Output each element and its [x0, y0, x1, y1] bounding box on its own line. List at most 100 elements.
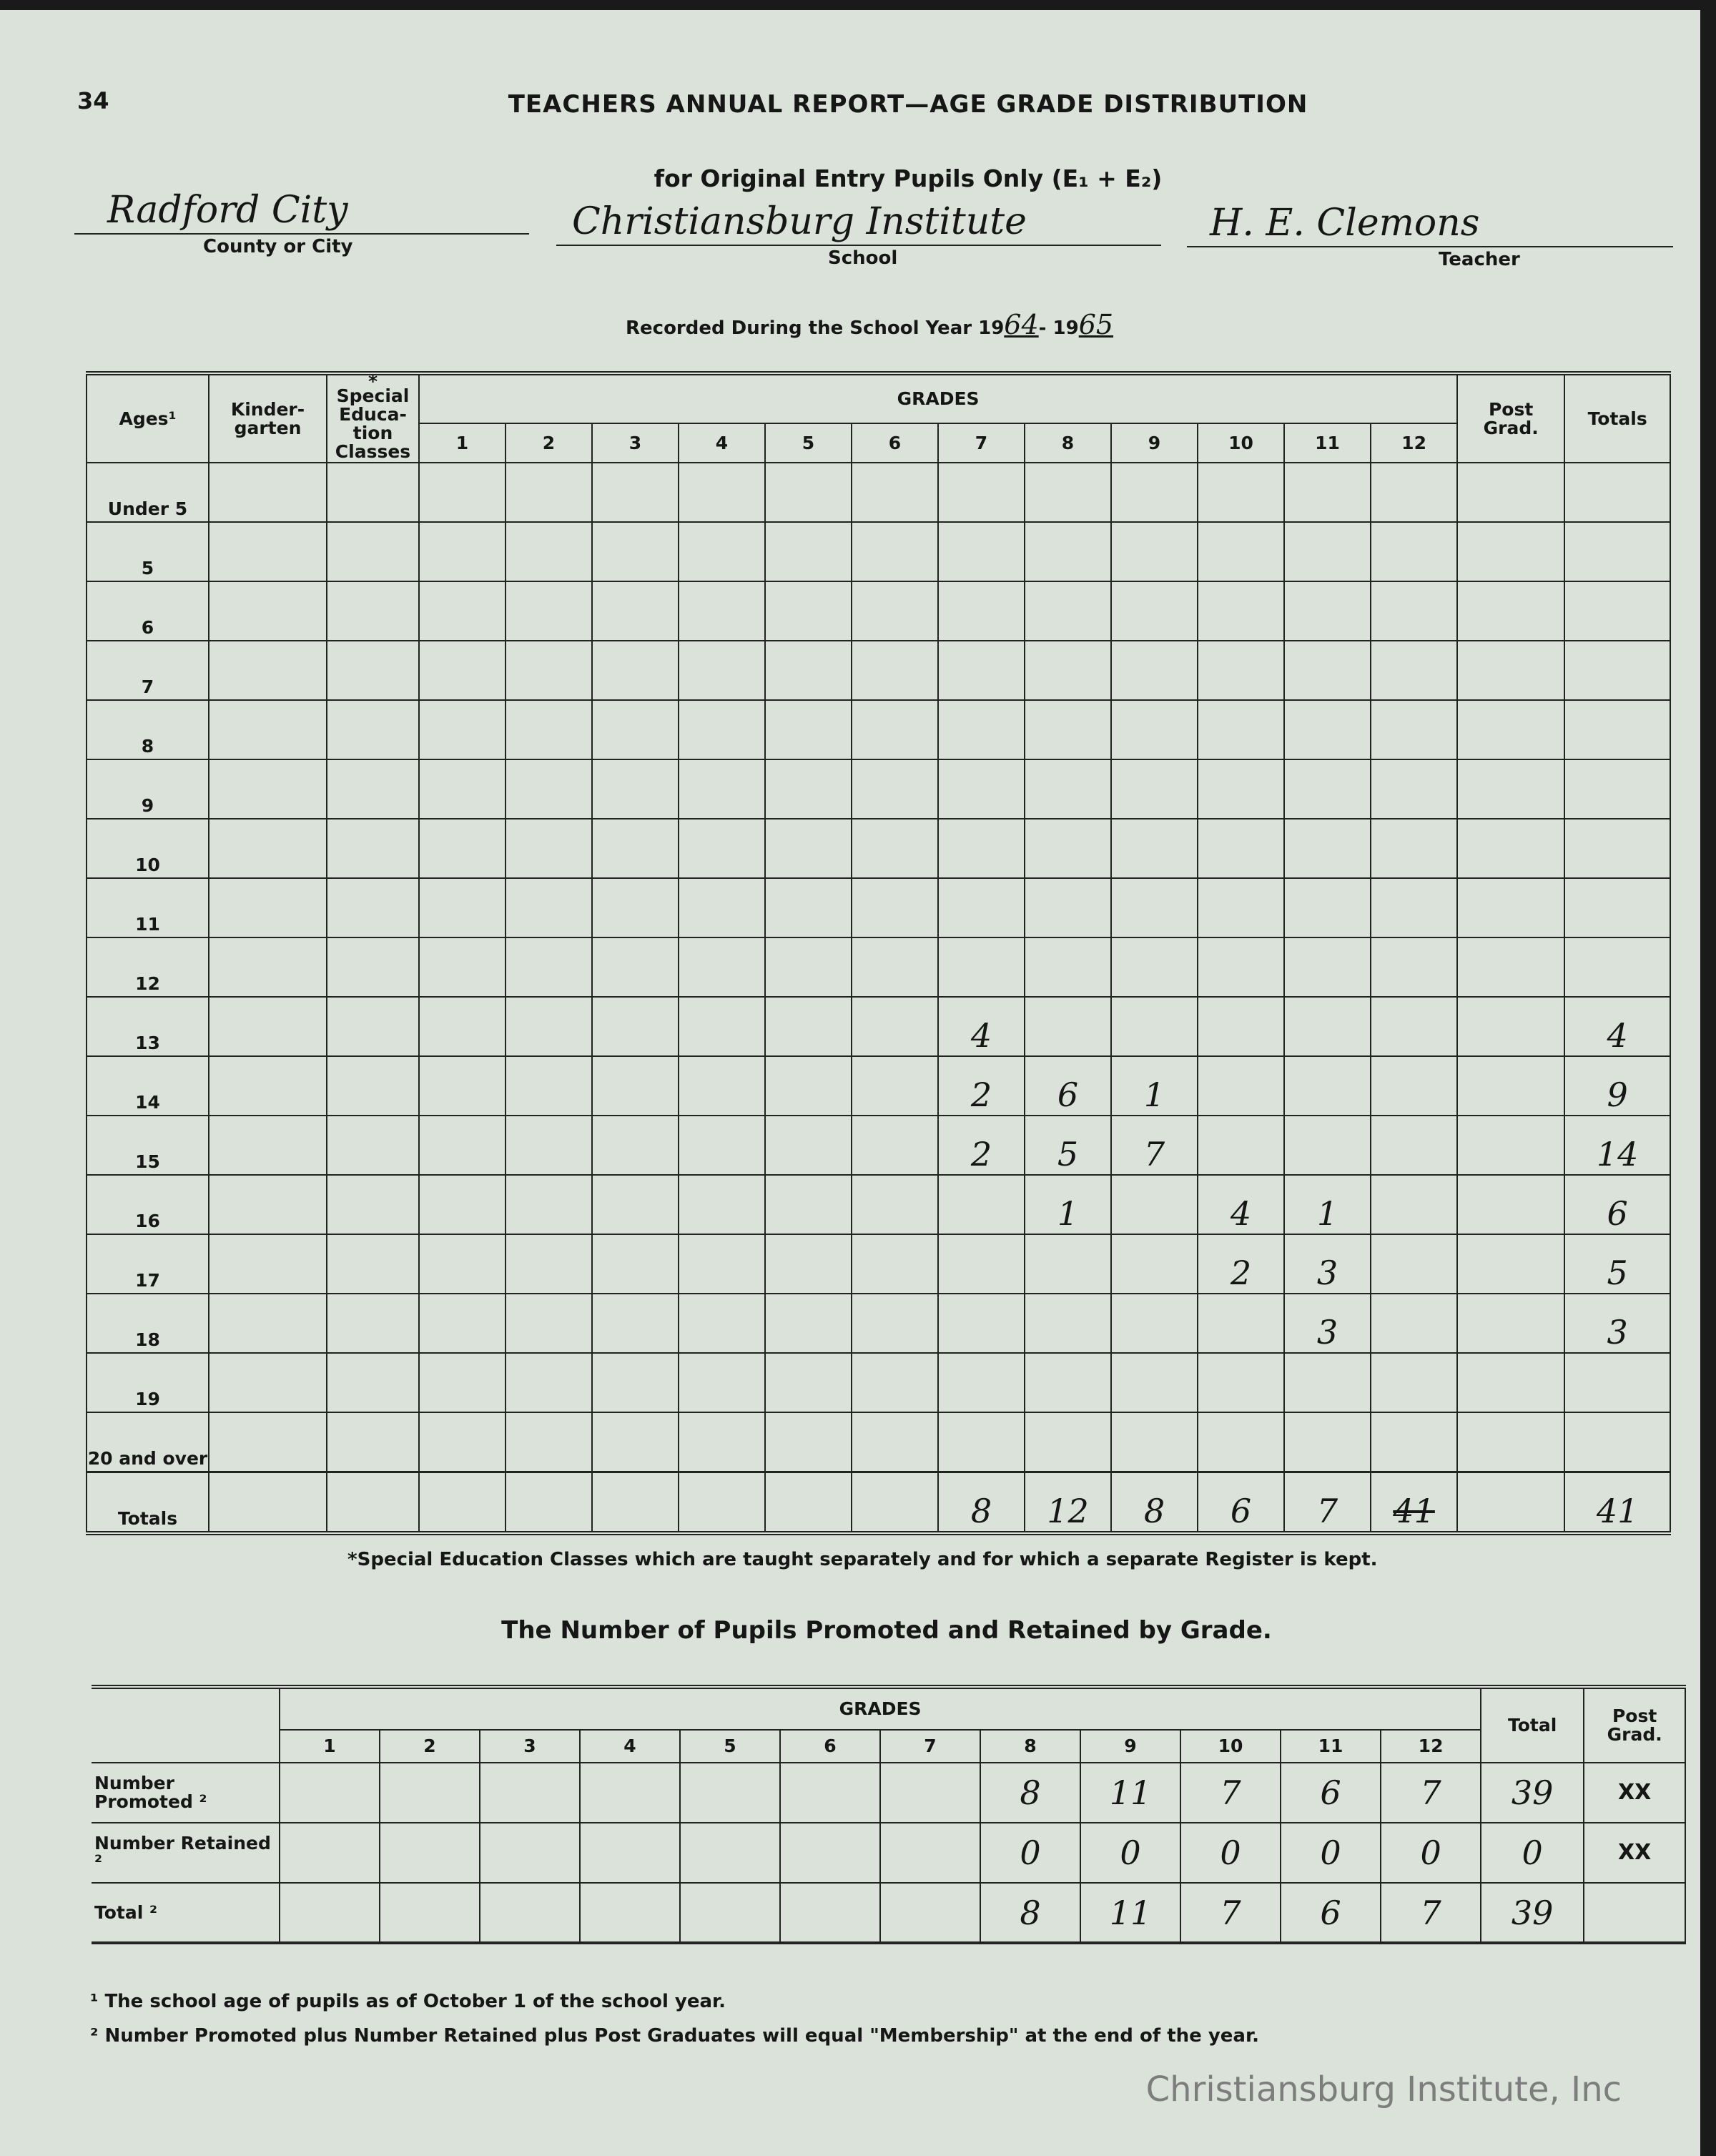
row-label: Number Promoted ²	[92, 1762, 280, 1823]
age-row: 14 2 6 1 9	[86, 1055, 1672, 1116]
count-cell	[418, 1055, 506, 1116]
count-cell	[851, 462, 939, 523]
count-cell	[1110, 699, 1198, 760]
count-cell	[505, 1174, 593, 1235]
count-cell	[208, 818, 327, 879]
count-cell	[418, 996, 506, 1057]
count-cell: 6	[1564, 1174, 1672, 1235]
count-cell	[1283, 818, 1371, 879]
count-cell	[505, 877, 593, 938]
count-cell	[678, 818, 766, 879]
county-label: County or City	[203, 236, 353, 257]
count-cell	[678, 1470, 766, 1534]
age-label: Totals	[86, 1470, 209, 1534]
count-cell	[937, 1174, 1025, 1235]
count-cell	[1456, 1115, 1566, 1176]
count-cell	[678, 462, 766, 523]
count-cell	[1369, 1115, 1459, 1176]
count-cell	[1110, 1234, 1198, 1294]
blank-header	[92, 1686, 280, 1763]
school-value: Christiansburg Institute	[572, 200, 1027, 243]
age-label: 9	[86, 759, 209, 819]
count-cell	[764, 699, 852, 760]
special-mark: *	[368, 373, 378, 392]
count-cell	[764, 521, 852, 582]
count-cell	[851, 1234, 939, 1294]
count-cell	[418, 1174, 506, 1235]
count-cell	[851, 1470, 939, 1534]
count-cell: 6	[1280, 1762, 1381, 1823]
count-cell	[1369, 937, 1459, 998]
count-cell: 7	[1110, 1115, 1198, 1176]
count-cell	[1197, 996, 1285, 1057]
count-cell: 4	[1564, 996, 1672, 1057]
count-cell	[505, 1470, 593, 1534]
header-grades: GRADES	[418, 373, 1459, 424]
count-cell	[1110, 818, 1198, 879]
count-cell	[1456, 581, 1566, 641]
count-cell	[1564, 699, 1672, 760]
count-cell	[326, 640, 420, 701]
grade-9-header: 9	[1080, 1729, 1181, 1763]
grade-11-header: 11	[1280, 1729, 1381, 1763]
count-cell: 7	[1180, 1882, 1281, 1944]
count-cell	[764, 1055, 852, 1116]
count-cell: 9	[1564, 1055, 1672, 1116]
age-row: 20 and over	[86, 1412, 1672, 1472]
age-label: Under 5	[86, 462, 209, 523]
count-cell	[208, 1234, 327, 1294]
grade-12-header: 12	[1379, 1729, 1482, 1763]
count-cell	[1456, 699, 1566, 760]
school-year-start: 64	[1004, 309, 1039, 340]
count-cell	[851, 521, 939, 582]
count-cell	[591, 1412, 679, 1472]
count-cell	[1456, 1055, 1566, 1116]
count-cell	[851, 877, 939, 938]
count-cell: 7	[1283, 1470, 1371, 1534]
grade-3-header: 3	[479, 1729, 581, 1763]
totals-row: Totals 8 12 8 6 7 41 41	[86, 1470, 1672, 1534]
header-totals: Totals	[1564, 373, 1672, 463]
count-cell	[1024, 937, 1112, 998]
special-label: Special Educa-tion Classes	[335, 385, 411, 462]
count-cell	[1369, 581, 1459, 641]
promotion-row: Number Retained ² 0 0 0 0 0 0 XX	[92, 1822, 1687, 1884]
count-cell	[505, 581, 593, 641]
count-cell	[937, 640, 1025, 701]
count-cell	[764, 581, 852, 641]
count-cell	[1564, 462, 1672, 523]
count-cell	[1197, 640, 1285, 701]
count-cell	[505, 996, 593, 1057]
header-grades: GRADES	[278, 1686, 1482, 1731]
count-cell: 0	[980, 1822, 1081, 1884]
count-cell: 0	[1080, 1822, 1181, 1884]
age-label: 8	[86, 699, 209, 760]
age-row: 5	[86, 521, 1672, 582]
count-cell	[208, 1470, 327, 1534]
count-cell	[1283, 877, 1371, 938]
count-cell	[418, 1293, 506, 1354]
count-cell	[208, 1293, 327, 1354]
report-page: 34 TEACHERS ANNUAL REPORT—AGE GRADE DIST…	[0, 10, 1700, 2156]
count-cell: 4	[937, 996, 1025, 1057]
count-cell	[1197, 759, 1285, 819]
count-cell	[764, 937, 852, 998]
count-cell	[937, 759, 1025, 819]
count-cell	[879, 1762, 981, 1823]
count-cell	[937, 818, 1025, 879]
grade-1-header: 1	[418, 423, 506, 463]
age-row: 6	[86, 581, 1672, 641]
age-label: 11	[86, 877, 209, 938]
age-row: 7	[86, 640, 1672, 701]
count-cell	[1456, 1174, 1566, 1235]
count-cell	[851, 640, 939, 701]
page-number: 34	[77, 87, 109, 114]
count-cell	[764, 818, 852, 879]
count-cell	[937, 1352, 1025, 1413]
age-label: 18	[86, 1293, 209, 1354]
count-cell	[851, 699, 939, 760]
count-cell	[851, 1293, 939, 1354]
count-cell	[1024, 1412, 1112, 1472]
count-cell	[1024, 521, 1112, 582]
count-cell	[764, 877, 852, 938]
